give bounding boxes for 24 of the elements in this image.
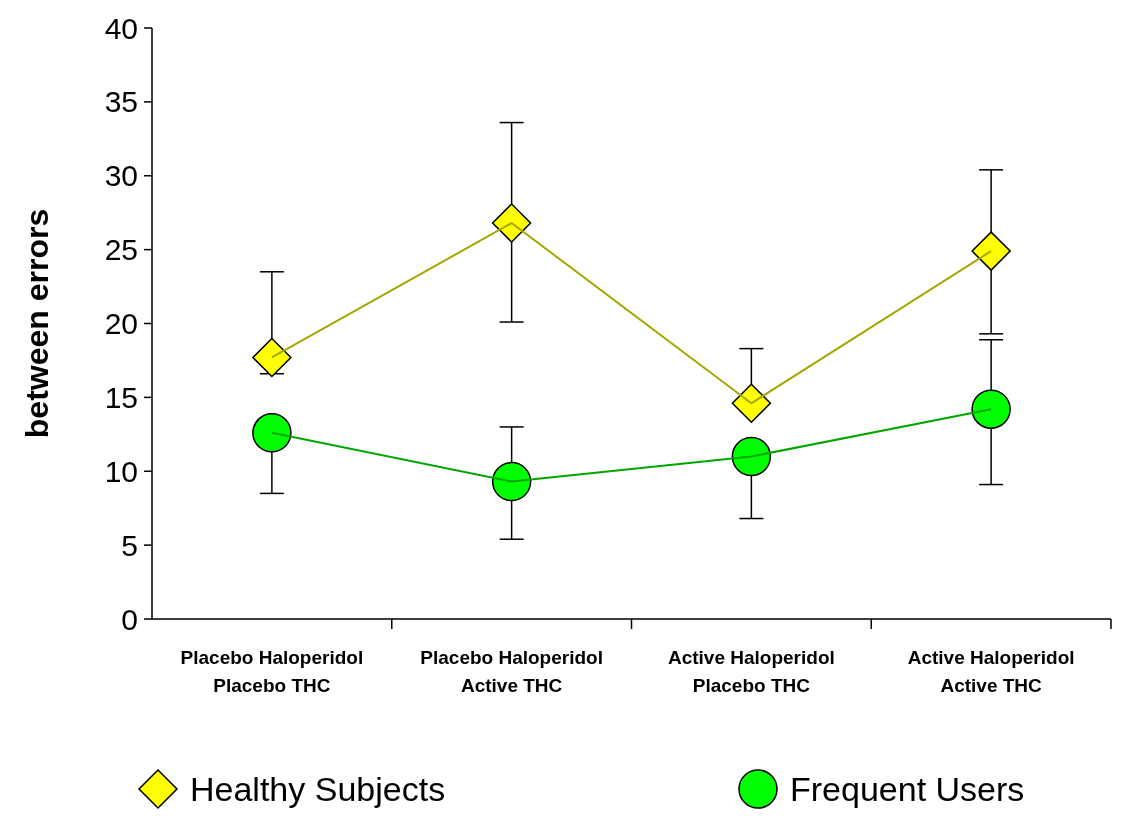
legend-label: Frequent Users bbox=[790, 769, 1025, 808]
x-tick-label: Placebo Haloperidol Active THC bbox=[420, 647, 603, 696]
x-tick-label: Active Haloperidol Placebo THC bbox=[667, 647, 835, 696]
y-tick-label: 35 bbox=[104, 85, 138, 119]
y-tick-label: 40 bbox=[104, 11, 138, 45]
y-tick-label: 0 bbox=[121, 602, 138, 636]
y-axis-title: between errors bbox=[19, 208, 55, 439]
legend-label: Healthy Subjects bbox=[190, 769, 446, 808]
point bbox=[971, 231, 1011, 271]
point bbox=[252, 337, 292, 378]
x-tick-label: Active Haloperidol Active THC bbox=[907, 647, 1075, 696]
y-tick-label: 25 bbox=[104, 233, 138, 267]
point bbox=[731, 436, 772, 477]
y-tick-label: 10 bbox=[104, 454, 138, 488]
point bbox=[731, 383, 772, 424]
point bbox=[491, 203, 532, 243]
y-tick-label: 30 bbox=[104, 159, 138, 193]
point bbox=[971, 389, 1011, 429]
y-tick-label: 5 bbox=[121, 528, 138, 562]
y-tick-label: 15 bbox=[104, 380, 138, 414]
point bbox=[491, 461, 532, 502]
point bbox=[252, 413, 292, 453]
x-tick-label: Placebo Haloperidol Placebo THC bbox=[180, 647, 364, 696]
y-tick-label: 20 bbox=[104, 307, 138, 340]
